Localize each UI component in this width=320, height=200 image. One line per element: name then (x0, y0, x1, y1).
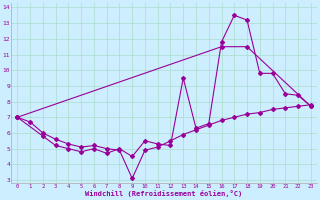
X-axis label: Windchill (Refroidissement éolien,°C): Windchill (Refroidissement éolien,°C) (85, 190, 243, 197)
